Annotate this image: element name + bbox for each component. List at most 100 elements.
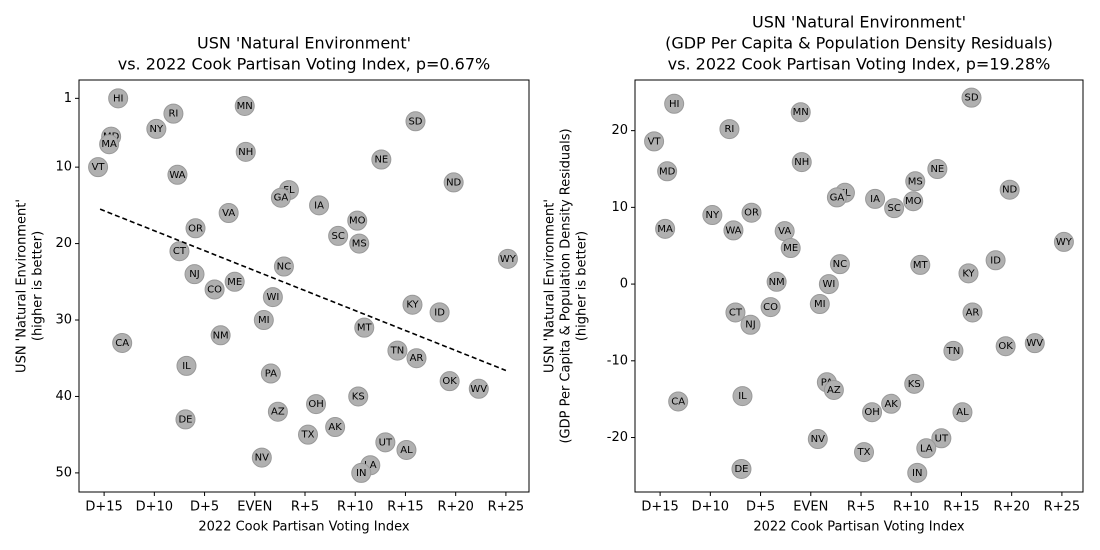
point	[325, 417, 346, 438]
point-label: MT	[913, 260, 929, 271]
point-label: RI	[724, 124, 734, 135]
point	[253, 310, 274, 331]
point	[741, 202, 762, 223]
y-tick-label: -10	[607, 353, 628, 368]
point	[657, 161, 678, 182]
point-label: IA	[314, 200, 324, 211]
point	[664, 93, 685, 114]
point-label: NC	[277, 262, 291, 273]
trendline	[99, 208, 507, 372]
point	[931, 428, 952, 449]
point-label: RI	[168, 109, 178, 120]
chart-title: USN 'Natural Environment'	[752, 13, 966, 32]
point	[184, 264, 205, 285]
point-label: UT	[379, 437, 393, 448]
point-label: NH	[794, 157, 809, 168]
point-label: AK	[328, 422, 342, 433]
point-label: ME	[783, 243, 798, 254]
point	[375, 432, 396, 453]
point-label: SC	[331, 231, 344, 242]
point-label: TX	[857, 447, 871, 458]
point-label: MI	[258, 315, 270, 326]
point-label: NM	[213, 330, 229, 341]
point	[468, 378, 489, 399]
point-label: WY	[1056, 237, 1073, 248]
point-label: ND	[446, 177, 461, 188]
point-label: CO	[763, 302, 778, 313]
chart-title: (GDP Per Capita & Population Density Res…	[665, 34, 1053, 53]
point	[644, 131, 665, 152]
point	[169, 241, 190, 262]
point	[807, 429, 828, 450]
point-label: KS	[908, 379, 921, 390]
x-tick-label: D+10	[136, 500, 173, 515]
point-label: NC	[833, 259, 847, 270]
point-label: ME	[227, 277, 242, 288]
point	[176, 355, 197, 376]
point	[916, 438, 937, 459]
point	[702, 205, 723, 226]
point	[354, 317, 375, 338]
point	[402, 294, 423, 315]
point-label: WI	[266, 292, 279, 303]
y-tick-label: 30	[55, 313, 72, 328]
point-label: WV	[1026, 338, 1043, 349]
x-tick-label: D+15	[85, 500, 122, 515]
point	[723, 220, 744, 241]
point	[99, 134, 120, 155]
x-tick-label: EVEN	[793, 500, 828, 515]
point-label: TN	[946, 346, 961, 357]
point-label: IN	[356, 468, 366, 479]
point-label: ID	[434, 307, 445, 318]
point-label: LA	[364, 460, 377, 471]
chart-title: USN 'Natural Environment'	[197, 34, 411, 53]
point	[985, 250, 1006, 271]
point	[306, 394, 327, 415]
y-axis-label: (GDP Per Capita & Population Density Res…	[559, 128, 574, 443]
point	[732, 386, 753, 407]
x-tick-label: R+10	[337, 500, 373, 515]
y-axis-label: (higher is better)	[575, 231, 590, 341]
point-label: VT	[92, 162, 106, 173]
point-label: MS	[352, 239, 367, 250]
point-label: AZ	[827, 385, 841, 396]
point	[251, 447, 272, 468]
y-axis-label: (higher is better)	[31, 231, 46, 341]
point-label: AK	[884, 399, 898, 410]
point-label: UT	[935, 433, 949, 444]
point	[903, 191, 924, 212]
chart-title: vs. 2022 Cook Partisan Voting Index, p=0…	[118, 55, 490, 74]
point	[406, 348, 427, 369]
point	[818, 274, 839, 295]
point	[823, 379, 844, 400]
point	[443, 172, 464, 193]
point	[962, 302, 983, 323]
x-tick-label: R+10	[893, 500, 929, 515]
point-label: WI	[822, 279, 835, 290]
point-label: IN	[912, 468, 922, 479]
point-label: DE	[734, 464, 748, 475]
point	[210, 325, 231, 346]
point-label: HI	[113, 93, 123, 104]
point	[826, 187, 847, 208]
x-tick-label: R+25	[488, 500, 524, 515]
point-label: NJ	[189, 269, 199, 280]
point	[809, 294, 830, 315]
x-axis-label: 2022 Cook Partisan Voting Index	[198, 520, 410, 535]
x-tick-label: D+5	[190, 500, 219, 515]
x-tick-label: R+5	[291, 500, 319, 515]
x-tick-label: D+10	[692, 500, 729, 515]
point-label: NY	[150, 124, 164, 135]
chart-title: vs. 2022 Cook Partisan Voting Index, p=1…	[668, 55, 1051, 74]
point	[497, 248, 518, 269]
point	[829, 254, 850, 275]
point-label: NY	[706, 210, 720, 221]
plot-frame	[78, 79, 530, 493]
point	[387, 340, 408, 361]
point-label: NE	[374, 154, 388, 165]
point	[262, 287, 283, 308]
point-label: TX	[301, 430, 315, 441]
point	[905, 171, 926, 192]
y-tick-label: 1	[64, 91, 72, 106]
point-label: CA	[115, 338, 129, 349]
